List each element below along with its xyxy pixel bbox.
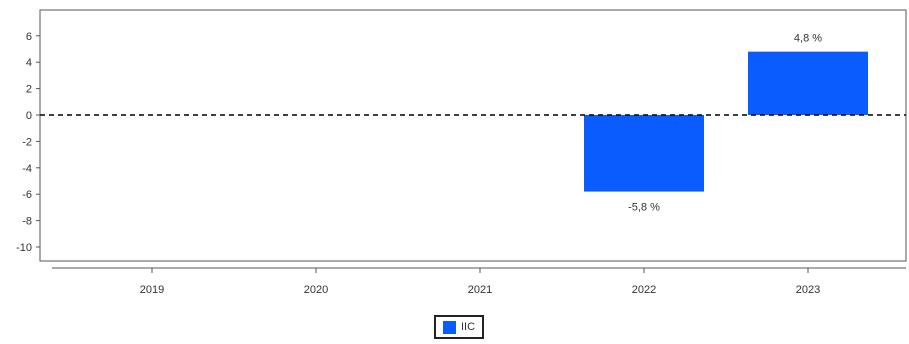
data-label-2022: -5,8 % — [628, 202, 660, 214]
data-labels: -5,8 % 4,8 % — [628, 33, 822, 214]
legend: IIC — [434, 315, 485, 339]
legend-swatch-iic — [443, 320, 456, 334]
y-tick-label: -4 — [22, 163, 32, 175]
y-tick-label: -8 — [22, 216, 32, 228]
bars — [584, 51, 868, 192]
y-tick-label: -2 — [22, 136, 32, 148]
x-tick-label: 2022 — [632, 284, 656, 296]
x-tick-label: 2019 — [140, 284, 164, 296]
x-tick-label: 2023 — [796, 284, 820, 296]
y-tick-label: 0 — [26, 110, 32, 122]
legend-label-iic: IIC — [461, 321, 476, 333]
y-tick-label: -10 — [16, 242, 32, 254]
bar-2023 — [748, 51, 868, 115]
bar-2022 — [584, 115, 704, 192]
y-tick-label: 4 — [26, 57, 32, 69]
x-axis: 2019 2020 2021 2022 2023 — [140, 268, 820, 296]
data-label-2023: 4,8 % — [794, 33, 822, 45]
x-tick-label: 2020 — [304, 284, 328, 296]
y-axis: 6 4 2 0 -2 -4 -6 -8 -10 — [16, 31, 40, 254]
y-tick-label: 2 — [26, 84, 32, 96]
y-tick-label: 6 — [26, 31, 32, 43]
x-tick-label: 2021 — [468, 284, 492, 296]
plot-area — [39, 9, 907, 262]
y-tick-label: -6 — [22, 189, 32, 201]
